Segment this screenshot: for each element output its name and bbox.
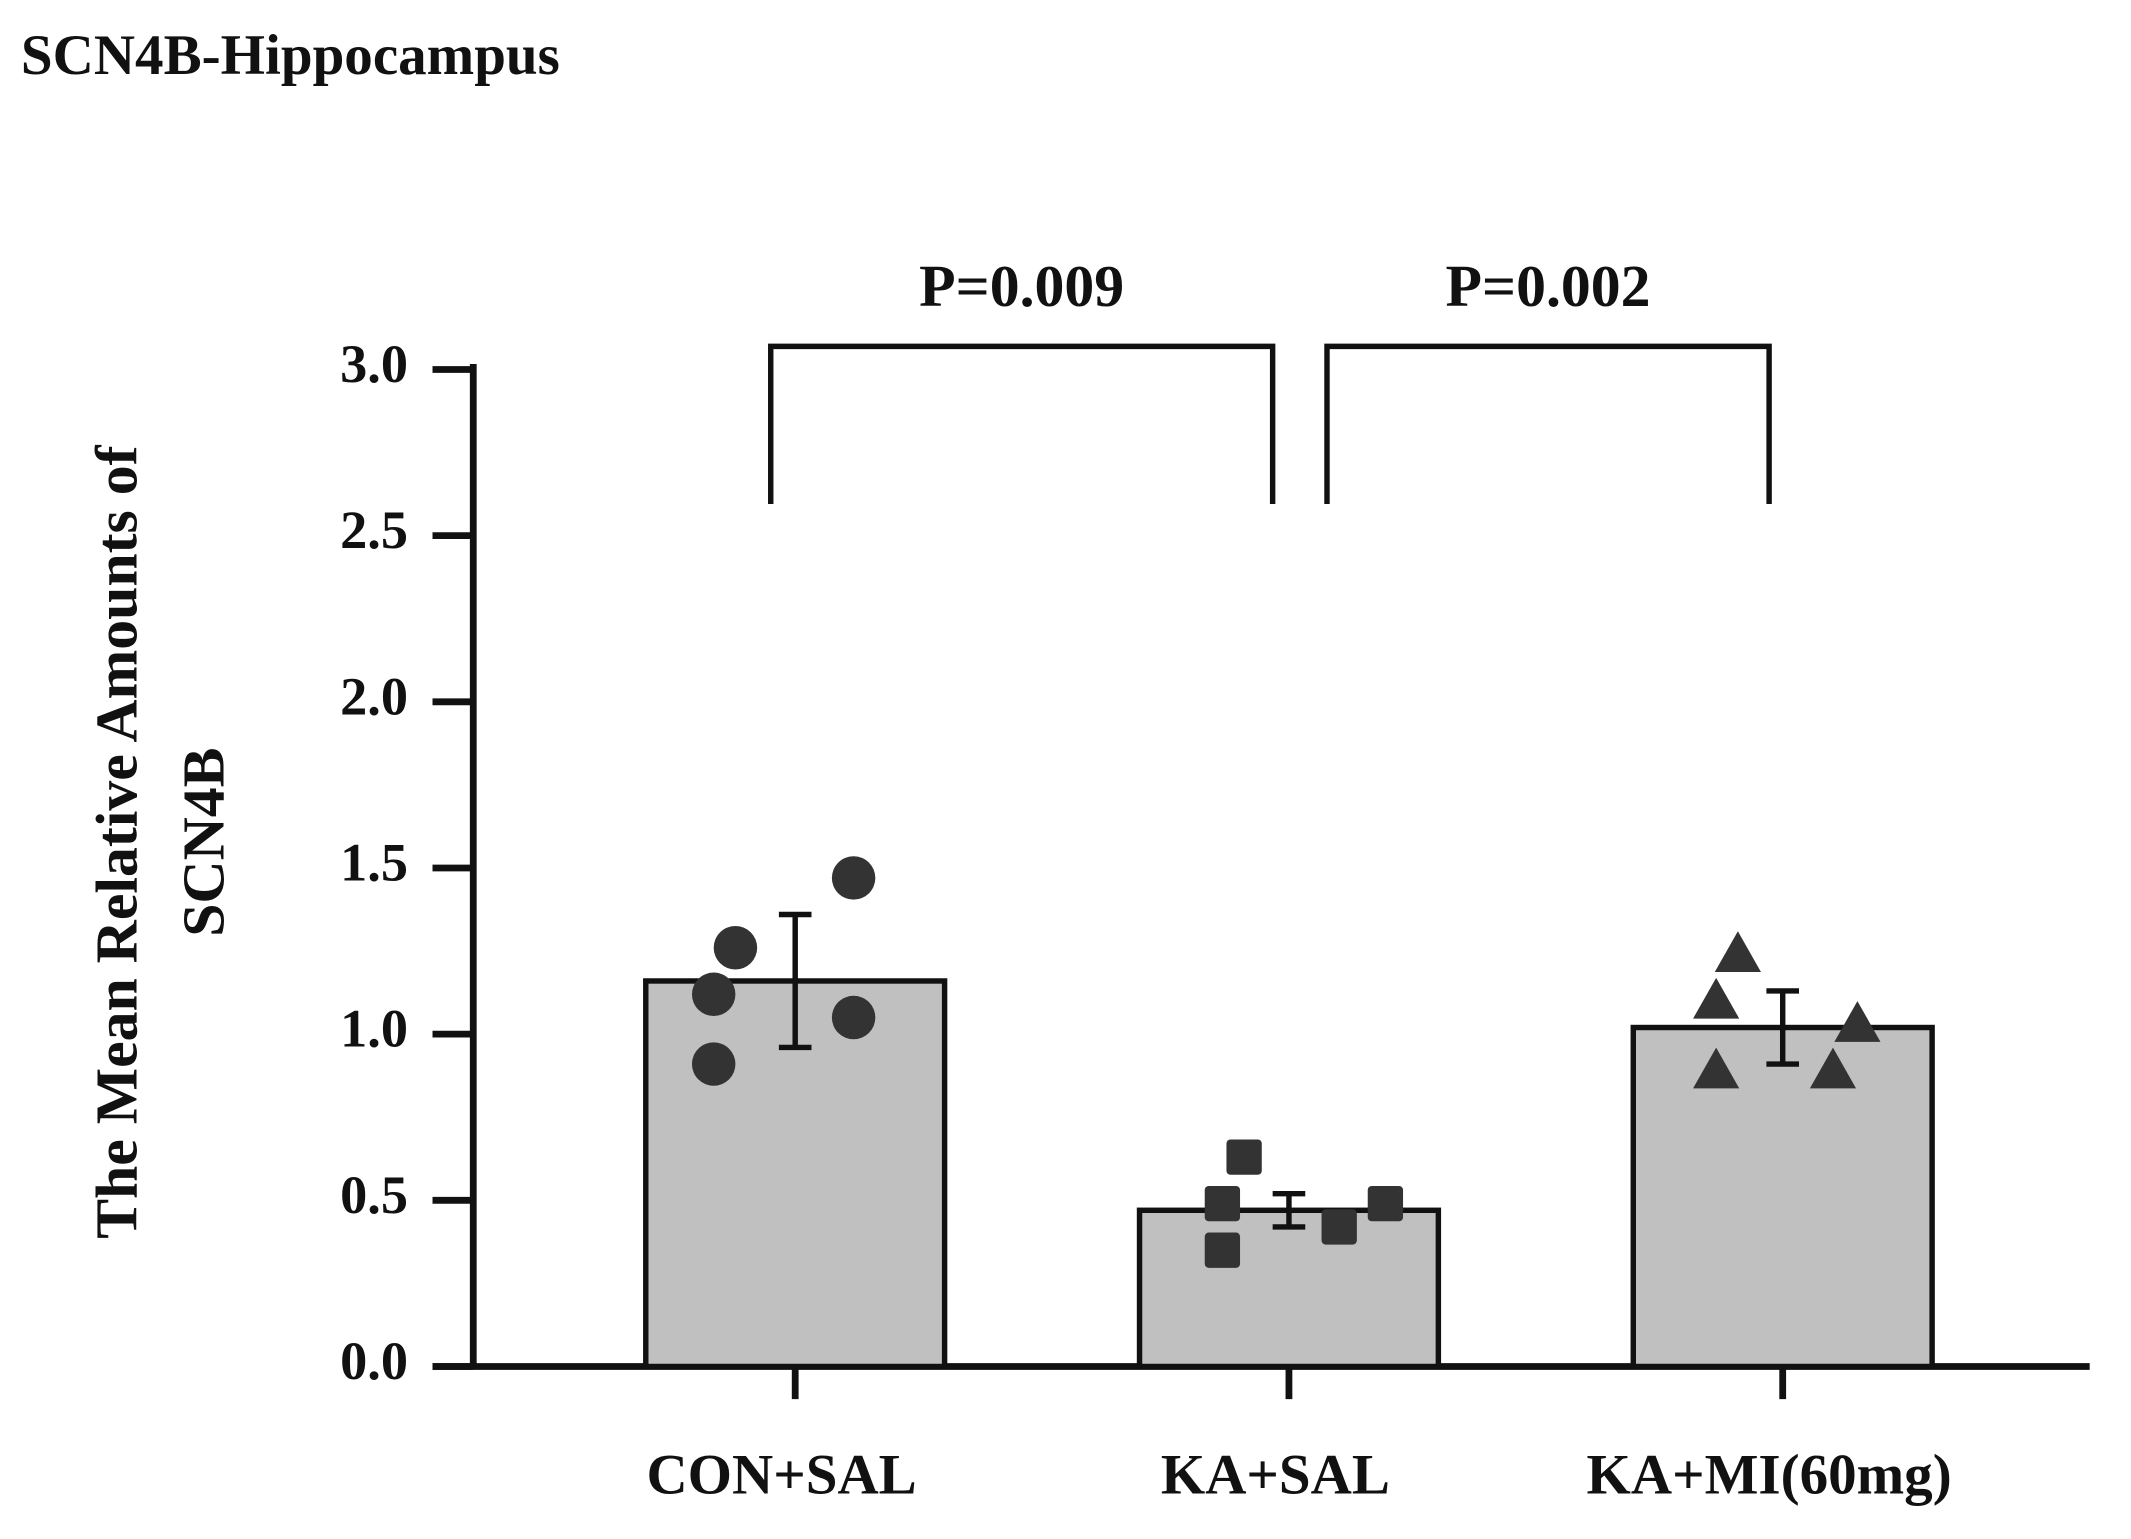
data-point — [1321, 1209, 1357, 1245]
data-point — [1809, 1047, 1857, 1089]
y-label-line: SCN4B — [170, 748, 236, 937]
error-bar — [1766, 988, 1800, 1067]
significance-bracket — [1324, 343, 1772, 504]
significance-bracket — [768, 343, 1276, 504]
data-point — [1367, 1185, 1404, 1222]
x-tick-label: KA+SAL — [1161, 1444, 1390, 1507]
y-tick-label: 2.0 — [340, 666, 408, 726]
data-point — [1714, 931, 1761, 973]
data-point — [713, 926, 758, 970]
chart-title: SCN4B-Hippocampus — [21, 24, 560, 87]
y-tick-label: 1.0 — [340, 999, 408, 1059]
y-tick-label: 0.5 — [340, 1165, 408, 1225]
y-tick-label: 2.5 — [340, 500, 408, 560]
data-point — [831, 856, 876, 900]
y-tick-label: 3.0 — [340, 334, 408, 394]
data-point — [1226, 1139, 1262, 1175]
data-point — [1693, 1047, 1740, 1089]
data-point — [691, 972, 736, 1017]
x-tick-label: CON+SAL — [646, 1444, 916, 1507]
p-value: P=0.002 — [1446, 253, 1651, 319]
error-bar — [778, 911, 812, 1051]
data-point — [1693, 977, 1740, 1019]
data-point — [831, 995, 876, 1040]
p-value: P=0.009 — [919, 253, 1124, 319]
y-tick-label: 1.5 — [340, 832, 408, 892]
data-point — [1834, 1001, 1881, 1042]
y-axis-title: The Mean Relative Amounts of SCN4B — [84, 444, 237, 1238]
data-point — [1204, 1232, 1241, 1268]
x-tick-label: KA+MI(60mg) — [1587, 1444, 1952, 1507]
y-label-line: The Mean Relative Amounts of — [84, 444, 150, 1238]
bar — [1630, 1024, 1935, 1370]
y-tick-label: 0.0 — [340, 1331, 408, 1391]
data-point — [1204, 1185, 1241, 1222]
bar — [1136, 1207, 1442, 1370]
error-bar — [1272, 1190, 1306, 1230]
data-point — [691, 1042, 736, 1086]
